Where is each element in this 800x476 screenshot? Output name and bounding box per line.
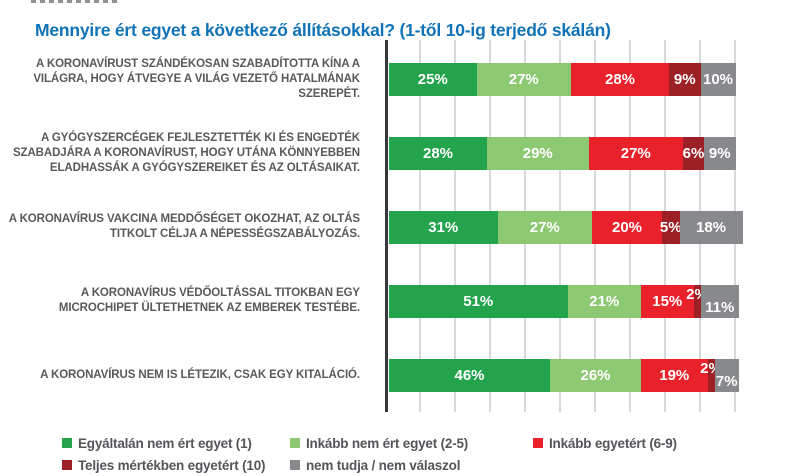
category-label: A GYÓGYSZERCÉGEK FEJLESZTETTÉK KI ÉS ENG… — [12, 131, 360, 174]
bar-segment: 28% — [389, 136, 487, 170]
legend-label: Teljes mértékben egyetért (10) — [78, 457, 266, 473]
chart-title: Mennyire ért egyet a következő állítások… — [35, 20, 611, 40]
value-label: 25% — [417, 70, 448, 88]
bar-segment: 51% — [389, 284, 568, 318]
bar-segment: 19% — [641, 358, 708, 392]
legend-label: Egyáltalán nem ért egyet (1) — [78, 435, 252, 451]
legend-item: Teljes mértékben egyetért (10) — [62, 458, 290, 473]
value-label: 15% — [652, 292, 683, 310]
legend-label: nem tudja / nem válaszol — [306, 457, 461, 473]
bar-segment: 18% — [679, 210, 743, 244]
legend: Egyáltalán nem ért egyet (1) Inkább nem é… — [62, 432, 677, 476]
legend-item: Inkább nem ért egyet (2-5) — [290, 436, 533, 451]
bar-segment: 9% — [704, 136, 736, 170]
category-label: A KORONAVÍRUST SZÁNDÉKOSAN SZABADÍTOTTA … — [33, 57, 360, 100]
chart-row: A KORONAVÍRUST SZÁNDÉKOSAN SZABADÍTOTTA … — [0, 42, 800, 116]
category-label: A KORONAVÍRUS VÉDŐOLTÁSSAL TITOKBAN EGY … — [58, 287, 360, 314]
category-label: A KORONAVÍRUS NEM IS LÉTEZIK, CSAK EGY K… — [40, 368, 360, 381]
value-label: 27% — [620, 144, 651, 162]
stacked-bar: 25% 27% 28% 9% 10% — [389, 62, 736, 96]
value-label: 18% — [695, 218, 727, 236]
bar-segment: 2% — [686, 284, 708, 318]
chart-row: A KORONAVÍRUS NEM IS LÉTEZIK, CSAK EGY K… — [0, 338, 800, 412]
bar-segment: 21% — [567, 284, 641, 318]
legend-label: Inkább nem ért egyet (2-5) — [306, 435, 469, 451]
legend-swatch-icon — [290, 438, 300, 448]
category-label: A KORONAVÍRUS VAKCINA MEDDŐSÉGET OKOZHAT… — [8, 213, 360, 240]
chart-row: A GYÓGYSZERCÉGEK FEJLESZTETTÉK KI ÉS ENG… — [0, 116, 800, 190]
bar-segment: 26% — [550, 358, 641, 392]
legend-swatch-icon — [62, 438, 72, 448]
value-label: 26% — [580, 366, 611, 384]
value-label: 28% — [604, 70, 636, 88]
value-label: 20% — [611, 218, 643, 236]
stacked-bar: 28% 29% 27% 6% 9% — [389, 136, 736, 170]
legend-label: Inkább egyetért (6-9) — [549, 435, 677, 451]
bar-segment: 6% — [682, 136, 705, 170]
bar-segment: 20% — [592, 210, 662, 244]
value-label: 27% — [529, 218, 560, 236]
value-label: 46% — [454, 366, 485, 384]
legend-swatch-icon — [290, 460, 300, 470]
value-label: 7% — [715, 372, 738, 390]
value-label: 10% — [702, 70, 734, 88]
legend-item: nem tudja / nem válaszol — [290, 458, 533, 473]
cropped-header-fragment — [31, 0, 117, 3]
value-label: 28% — [422, 144, 454, 162]
legend-item: Egyáltalán nem ért egyet (1) — [62, 436, 290, 451]
chart-row: A KORONAVÍRUS VÉDŐOLTÁSSAL TITOKBAN EGY … — [0, 264, 800, 338]
value-label: 27% — [508, 70, 539, 88]
bar-segment: 10% — [700, 62, 736, 96]
bar-segment: 28% — [571, 62, 669, 96]
bar-segment: 11% — [700, 284, 739, 318]
bar-segment: 15% — [641, 284, 694, 318]
bar-segment: 27% — [476, 62, 571, 96]
value-label: 31% — [428, 218, 459, 236]
value-label: 29% — [522, 144, 553, 162]
bar-segment: 46% — [389, 358, 550, 392]
chart-row: A KORONAVÍRUS VAKCINA MEDDŐSÉGET OKOZHAT… — [0, 190, 800, 264]
legend-swatch-icon — [62, 460, 72, 470]
bar-segment: 7% — [714, 358, 739, 392]
bar-segment: 5% — [659, 210, 682, 244]
y-axis-line — [385, 40, 388, 412]
bar-segment: 2% — [700, 358, 722, 392]
stacked-bar: 46% 26% 19% 2% 7% — [389, 358, 739, 392]
legend-swatch-icon — [533, 438, 543, 448]
stacked-bar: 51% 21% 15% 2% 11% — [389, 284, 739, 318]
value-label: 51% — [463, 292, 494, 310]
chart-rows: A KORONAVÍRUST SZÁNDÉKOSAN SZABADÍTOTTA … — [0, 42, 800, 412]
bar-segment: 25% — [389, 62, 477, 96]
value-label: 9% — [708, 144, 731, 162]
bar-segment: 27% — [497, 210, 592, 244]
value-label: 19% — [659, 366, 690, 384]
bar-segment: 31% — [389, 210, 498, 244]
legend-item: Inkább egyetért (6-9) — [533, 436, 677, 451]
value-label: 9% — [673, 70, 696, 88]
value-label: 11% — [705, 298, 735, 316]
bar-segment: 29% — [487, 136, 589, 170]
value-label: 21% — [589, 292, 620, 310]
stacked-bar-chart: A KORONAVÍRUST SZÁNDÉKOSAN SZABADÍTOTTA … — [0, 40, 800, 412]
value-label: 6% — [682, 144, 705, 162]
value-label: 5% — [659, 218, 682, 236]
bar-segment: 9% — [669, 62, 701, 96]
stacked-bar: 31% 27% 20% 5% 18% — [389, 210, 743, 244]
bar-segment: 27% — [588, 136, 683, 170]
